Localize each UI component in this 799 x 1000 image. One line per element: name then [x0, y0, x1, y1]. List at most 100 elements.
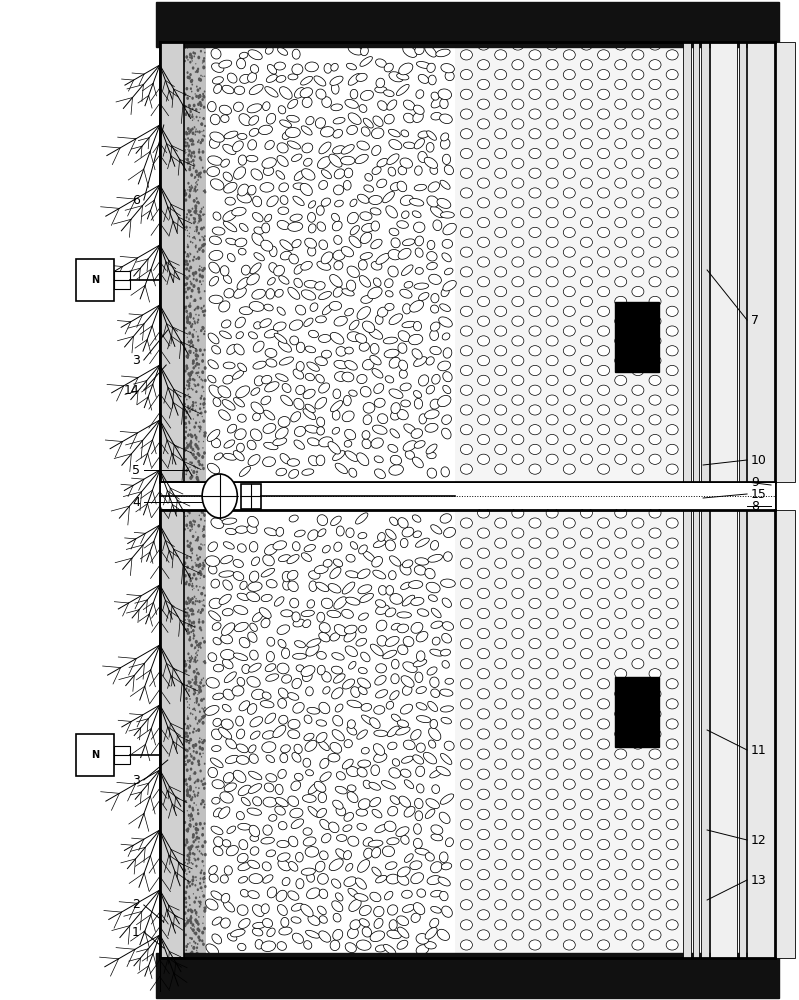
Ellipse shape — [495, 405, 507, 415]
Ellipse shape — [385, 540, 396, 551]
Ellipse shape — [563, 839, 575, 850]
Circle shape — [188, 600, 190, 602]
Circle shape — [204, 605, 205, 607]
Ellipse shape — [478, 296, 490, 307]
Ellipse shape — [547, 20, 559, 30]
Circle shape — [195, 246, 197, 249]
Ellipse shape — [363, 415, 372, 425]
Ellipse shape — [666, 50, 678, 60]
Ellipse shape — [431, 785, 439, 793]
Ellipse shape — [377, 158, 388, 167]
Circle shape — [196, 201, 198, 204]
Circle shape — [187, 725, 189, 727]
Circle shape — [202, 846, 204, 847]
Ellipse shape — [207, 430, 220, 441]
Circle shape — [198, 916, 200, 918]
Text: 13: 13 — [751, 874, 767, 886]
Circle shape — [189, 788, 192, 791]
Ellipse shape — [379, 586, 387, 595]
Ellipse shape — [413, 659, 427, 667]
Bar — [747, 42, 795, 482]
Ellipse shape — [649, 508, 661, 518]
Circle shape — [196, 651, 197, 653]
Circle shape — [200, 228, 201, 230]
Circle shape — [195, 577, 197, 581]
Ellipse shape — [240, 74, 251, 83]
Circle shape — [184, 755, 186, 759]
Ellipse shape — [262, 742, 276, 753]
Ellipse shape — [302, 469, 314, 475]
Circle shape — [187, 59, 189, 61]
Ellipse shape — [248, 582, 262, 591]
Ellipse shape — [235, 238, 247, 247]
Circle shape — [201, 244, 205, 247]
Circle shape — [193, 630, 194, 632]
Ellipse shape — [632, 859, 644, 870]
Circle shape — [189, 522, 190, 524]
Circle shape — [197, 97, 199, 99]
Ellipse shape — [281, 648, 289, 659]
Ellipse shape — [398, 645, 408, 655]
Ellipse shape — [333, 129, 343, 138]
Ellipse shape — [237, 593, 249, 600]
Circle shape — [187, 786, 189, 788]
Circle shape — [191, 882, 193, 886]
Ellipse shape — [433, 220, 442, 231]
Ellipse shape — [344, 440, 352, 447]
Ellipse shape — [614, 689, 626, 699]
Circle shape — [185, 149, 186, 151]
Circle shape — [187, 253, 189, 256]
Ellipse shape — [350, 226, 360, 235]
Circle shape — [193, 329, 195, 331]
Ellipse shape — [306, 117, 314, 125]
Ellipse shape — [460, 518, 472, 528]
Ellipse shape — [349, 468, 357, 477]
Circle shape — [195, 718, 197, 720]
Ellipse shape — [219, 807, 230, 818]
Ellipse shape — [495, 89, 507, 99]
Circle shape — [189, 73, 192, 76]
Ellipse shape — [372, 425, 387, 434]
Ellipse shape — [547, 930, 559, 940]
Circle shape — [189, 871, 190, 873]
Ellipse shape — [666, 148, 678, 159]
Ellipse shape — [580, 910, 592, 920]
Ellipse shape — [316, 720, 327, 726]
Ellipse shape — [547, 119, 559, 129]
Circle shape — [193, 284, 196, 288]
Ellipse shape — [238, 863, 251, 871]
Circle shape — [189, 602, 190, 604]
Circle shape — [185, 458, 187, 461]
Circle shape — [188, 909, 189, 911]
Ellipse shape — [388, 742, 397, 750]
Circle shape — [200, 171, 202, 174]
Circle shape — [189, 302, 191, 304]
Circle shape — [198, 620, 201, 624]
Ellipse shape — [305, 930, 320, 938]
Ellipse shape — [512, 729, 524, 739]
Ellipse shape — [614, 415, 626, 425]
Ellipse shape — [386, 701, 394, 709]
Circle shape — [202, 854, 204, 856]
Circle shape — [193, 401, 195, 404]
Circle shape — [189, 725, 191, 727]
Ellipse shape — [547, 257, 559, 267]
Circle shape — [200, 518, 202, 521]
Circle shape — [200, 297, 202, 300]
Circle shape — [193, 217, 194, 219]
Ellipse shape — [343, 679, 355, 689]
Ellipse shape — [248, 891, 259, 899]
Ellipse shape — [404, 281, 413, 288]
Ellipse shape — [237, 853, 248, 863]
Circle shape — [196, 228, 198, 231]
Circle shape — [200, 689, 201, 690]
Ellipse shape — [412, 349, 422, 359]
Circle shape — [192, 577, 193, 579]
Circle shape — [184, 347, 186, 350]
Ellipse shape — [305, 740, 317, 751]
Circle shape — [187, 943, 189, 945]
Ellipse shape — [221, 719, 233, 729]
Circle shape — [203, 708, 205, 710]
Ellipse shape — [383, 846, 395, 857]
Ellipse shape — [292, 703, 304, 713]
